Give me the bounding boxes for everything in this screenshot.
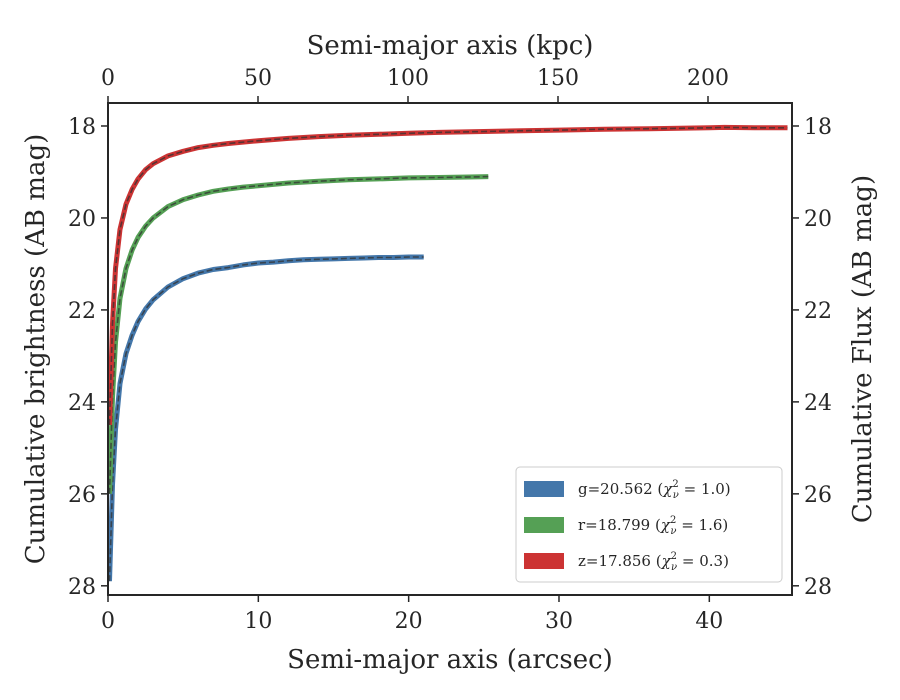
top-x-axis-title: Semi-major axis (kpc) [307,31,594,61]
right-y-tick-label: 18 [804,115,832,140]
legend-box [515,466,783,583]
right-y-axis-title: Cumulative Flux (AB mag) [848,175,878,523]
legend-swatch [524,553,564,569]
series-model-line-2 [108,126,788,425]
y-axis-left: 18 20 22 24 26 28 [68,115,108,600]
x-axis-top: 0 50 100 150 200 [101,66,729,103]
x-tick-label: 20 [395,609,423,634]
series-line-2 [107,124,788,425]
right-y-tick-label: 24 [804,391,832,416]
y-axis-title: Cumulative brightness (AB mag) [21,134,51,565]
x-tick-label: 30 [545,609,573,634]
y-tick-label: 28 [68,575,96,600]
right-y-tick-label: 26 [804,483,832,508]
x-axis-bottom: 0 10 20 30 40 [101,595,723,634]
right-y-tick-label: 20 [804,207,832,232]
series-layer [107,124,788,582]
legend-entry: z=17.856 (χ2 ν = 0.3) [578,551,729,573]
y-tick-label: 24 [68,391,96,416]
top-x-tick-label: 0 [101,66,115,91]
series-model-line-0 [108,256,424,582]
x-tick-label: 40 [695,609,723,634]
top-x-tick-label: 50 [244,66,272,91]
y-axis-right: 18 20 22 24 26 28 [792,115,832,600]
legend-swatch [524,517,564,533]
legend: g=20.562 (χ2 ν = 1.0) r=18.799 (χ2 ν = 1.6)… [515,466,783,583]
x-tick-label: 10 [244,609,272,634]
legend-swatch [524,481,564,497]
top-x-tick-label: 150 [537,66,579,91]
y-tick-label: 18 [68,115,96,140]
y-tick-label: 22 [68,299,96,324]
y-tick-label: 20 [68,207,96,232]
top-x-tick-label: 100 [387,66,429,91]
series-model-line-1 [108,175,489,494]
legend-entry: g=20.562 (χ2 ν = 1.0) [578,479,731,501]
right-y-tick-label: 22 [804,299,832,324]
series-line-0 [107,254,424,582]
legend-entry: r=18.799 (χ2 ν = 1.6) [578,515,728,537]
x-axis-title: Semi-major axis (arcsec) [287,645,613,675]
right-y-tick-label: 28 [804,575,832,600]
series-line-1 [107,174,489,494]
x-tick-label: 0 [101,609,115,634]
plot-frame [107,102,793,596]
top-x-tick-label: 200 [687,66,729,91]
y-tick-label: 26 [68,483,96,508]
